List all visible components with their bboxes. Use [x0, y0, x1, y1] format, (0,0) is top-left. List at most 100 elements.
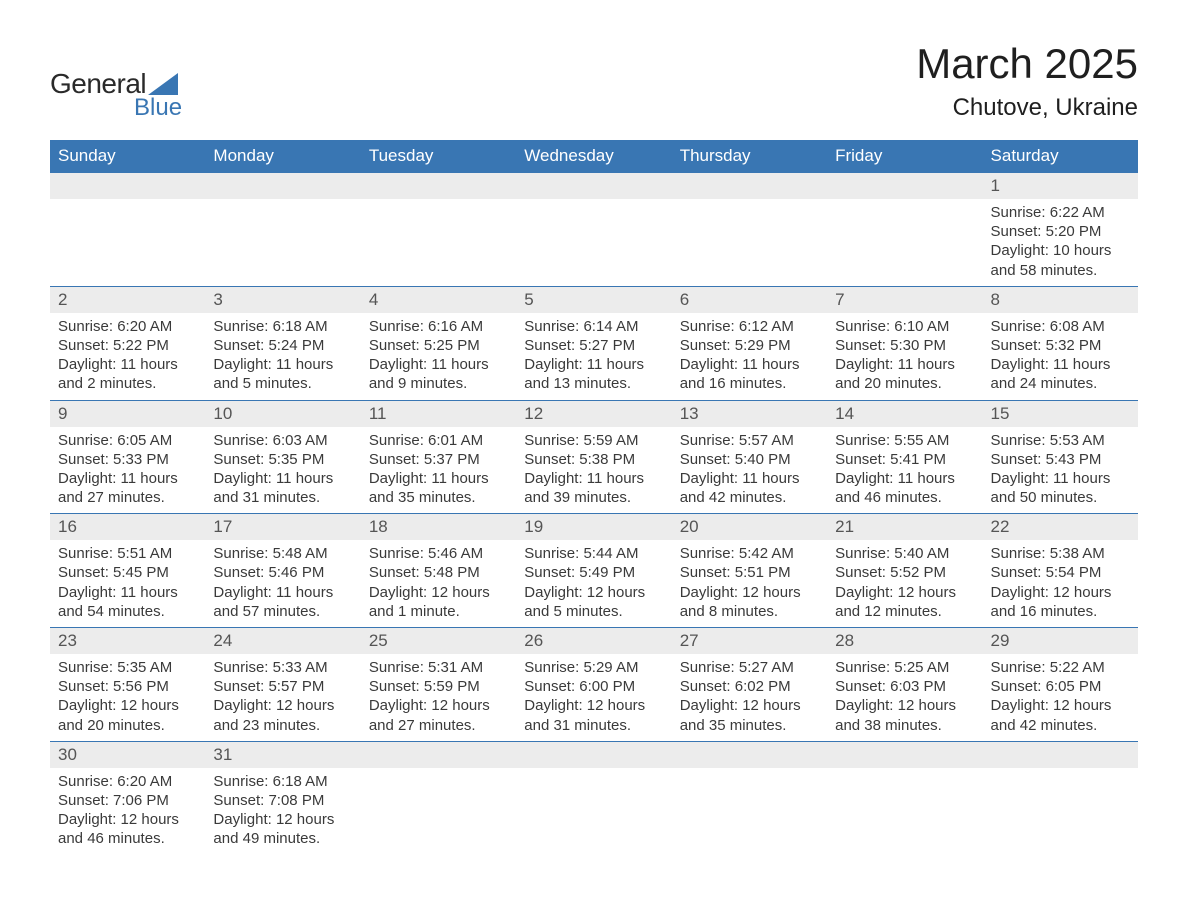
day-body: Sunrise: 5:25 AMSunset: 6:03 PMDaylight:… — [827, 654, 982, 741]
day-number: 15 — [983, 401, 1138, 427]
calendar-cell — [672, 741, 827, 854]
day-number: 6 — [672, 287, 827, 313]
daylight-line: Daylight: 12 hours and 1 minute. — [369, 583, 508, 621]
sunrise-line: Sunrise: 5:22 AM — [991, 658, 1130, 677]
sunrise-line: Sunrise: 5:57 AM — [680, 431, 819, 450]
calendar-cell: 15Sunrise: 5:53 AMSunset: 5:43 PMDayligh… — [983, 400, 1138, 514]
calendar-cell: 6Sunrise: 6:12 AMSunset: 5:29 PMDaylight… — [672, 286, 827, 400]
day-body: Sunrise: 6:10 AMSunset: 5:30 PMDaylight:… — [827, 313, 982, 400]
day-body: Sunrise: 6:22 AMSunset: 5:20 PMDaylight:… — [983, 199, 1138, 286]
sunrise-line: Sunrise: 5:46 AM — [369, 544, 508, 563]
logo-word1: General — [50, 68, 146, 100]
calendar-cell: 30Sunrise: 6:20 AMSunset: 7:06 PMDayligh… — [50, 741, 205, 854]
sunset-line: Sunset: 6:05 PM — [991, 677, 1130, 696]
day-number — [827, 173, 982, 199]
daylight-line: Daylight: 11 hours and 31 minutes. — [213, 469, 352, 507]
calendar-cell: 19Sunrise: 5:44 AMSunset: 5:49 PMDayligh… — [516, 514, 671, 628]
daylight-line: Daylight: 12 hours and 27 minutes. — [369, 696, 508, 734]
daylight-line: Daylight: 11 hours and 46 minutes. — [835, 469, 974, 507]
day-body — [827, 199, 982, 277]
daylight-line: Daylight: 12 hours and 35 minutes. — [680, 696, 819, 734]
day-body: Sunrise: 5:35 AMSunset: 5:56 PMDaylight:… — [50, 654, 205, 741]
sunset-line: Sunset: 5:52 PM — [835, 563, 974, 582]
sunset-line: Sunset: 5:43 PM — [991, 450, 1130, 469]
sunrise-line: Sunrise: 6:05 AM — [58, 431, 197, 450]
calendar-cell: 28Sunrise: 5:25 AMSunset: 6:03 PMDayligh… — [827, 628, 982, 742]
logo: General Blue — [50, 68, 182, 122]
weekday-header: Monday — [205, 140, 360, 173]
sunrise-line: Sunrise: 6:03 AM — [213, 431, 352, 450]
logo-word2: Blue — [134, 94, 182, 122]
calendar-cell: 22Sunrise: 5:38 AMSunset: 5:54 PMDayligh… — [983, 514, 1138, 628]
day-body: Sunrise: 5:27 AMSunset: 6:02 PMDaylight:… — [672, 654, 827, 741]
day-body — [50, 199, 205, 277]
day-number: 10 — [205, 401, 360, 427]
calendar-cell: 17Sunrise: 5:48 AMSunset: 5:46 PMDayligh… — [205, 514, 360, 628]
day-number: 2 — [50, 287, 205, 313]
day-number: 16 — [50, 514, 205, 540]
sunrise-line: Sunrise: 5:35 AM — [58, 658, 197, 677]
calendar-cell: 20Sunrise: 5:42 AMSunset: 5:51 PMDayligh… — [672, 514, 827, 628]
daylight-line: Daylight: 11 hours and 35 minutes. — [369, 469, 508, 507]
day-number — [50, 173, 205, 199]
day-body: Sunrise: 6:14 AMSunset: 5:27 PMDaylight:… — [516, 313, 671, 400]
day-number: 20 — [672, 514, 827, 540]
daylight-line: Daylight: 12 hours and 8 minutes. — [680, 583, 819, 621]
day-number: 27 — [672, 628, 827, 654]
calendar-row: 1Sunrise: 6:22 AMSunset: 5:20 PMDaylight… — [50, 173, 1138, 287]
daylight-line: Daylight: 11 hours and 39 minutes. — [524, 469, 663, 507]
sunrise-line: Sunrise: 6:20 AM — [58, 772, 197, 791]
daylight-line: Daylight: 11 hours and 5 minutes. — [213, 355, 352, 393]
sunset-line: Sunset: 5:40 PM — [680, 450, 819, 469]
daylight-line: Daylight: 12 hours and 5 minutes. — [524, 583, 663, 621]
day-number: 29 — [983, 628, 1138, 654]
calendar-cell: 13Sunrise: 5:57 AMSunset: 5:40 PMDayligh… — [672, 400, 827, 514]
calendar-cell: 24Sunrise: 5:33 AMSunset: 5:57 PMDayligh… — [205, 628, 360, 742]
daylight-line: Daylight: 12 hours and 31 minutes. — [524, 696, 663, 734]
day-body: Sunrise: 5:57 AMSunset: 5:40 PMDaylight:… — [672, 427, 827, 514]
day-number — [672, 742, 827, 768]
weekday-header: Saturday — [983, 140, 1138, 173]
sunrise-line: Sunrise: 5:59 AM — [524, 431, 663, 450]
day-number: 17 — [205, 514, 360, 540]
calendar-cell: 23Sunrise: 5:35 AMSunset: 5:56 PMDayligh… — [50, 628, 205, 742]
day-body — [361, 199, 516, 277]
sunrise-line: Sunrise: 5:44 AM — [524, 544, 663, 563]
sunset-line: Sunset: 5:45 PM — [58, 563, 197, 582]
sunrise-line: Sunrise: 6:10 AM — [835, 317, 974, 336]
calendar-row: 2Sunrise: 6:20 AMSunset: 5:22 PMDaylight… — [50, 286, 1138, 400]
sunrise-line: Sunrise: 6:08 AM — [991, 317, 1130, 336]
daylight-line: Daylight: 11 hours and 42 minutes. — [680, 469, 819, 507]
calendar-cell: 18Sunrise: 5:46 AMSunset: 5:48 PMDayligh… — [361, 514, 516, 628]
sunset-line: Sunset: 5:25 PM — [369, 336, 508, 355]
sunrise-line: Sunrise: 6:20 AM — [58, 317, 197, 336]
sunset-line: Sunset: 5:24 PM — [213, 336, 352, 355]
calendar-cell: 7Sunrise: 6:10 AMSunset: 5:30 PMDaylight… — [827, 286, 982, 400]
day-body: Sunrise: 5:55 AMSunset: 5:41 PMDaylight:… — [827, 427, 982, 514]
calendar-cell: 11Sunrise: 6:01 AMSunset: 5:37 PMDayligh… — [361, 400, 516, 514]
day-number: 14 — [827, 401, 982, 427]
weekday-header: Friday — [827, 140, 982, 173]
sunrise-line: Sunrise: 5:25 AM — [835, 658, 974, 677]
calendar-row: 30Sunrise: 6:20 AMSunset: 7:06 PMDayligh… — [50, 741, 1138, 854]
sunset-line: Sunset: 5:32 PM — [991, 336, 1130, 355]
sunrise-line: Sunrise: 5:31 AM — [369, 658, 508, 677]
calendar-cell — [827, 173, 982, 287]
sunrise-line: Sunrise: 5:29 AM — [524, 658, 663, 677]
sunrise-line: Sunrise: 6:18 AM — [213, 772, 352, 791]
sunset-line: Sunset: 5:35 PM — [213, 450, 352, 469]
sunset-line: Sunset: 5:56 PM — [58, 677, 197, 696]
day-body: Sunrise: 6:08 AMSunset: 5:32 PMDaylight:… — [983, 313, 1138, 400]
day-body: Sunrise: 6:01 AMSunset: 5:37 PMDaylight:… — [361, 427, 516, 514]
sunrise-line: Sunrise: 5:33 AM — [213, 658, 352, 677]
daylight-line: Daylight: 11 hours and 50 minutes. — [991, 469, 1130, 507]
sunset-line: Sunset: 5:49 PM — [524, 563, 663, 582]
day-body — [516, 199, 671, 277]
calendar-cell: 31Sunrise: 6:18 AMSunset: 7:08 PMDayligh… — [205, 741, 360, 854]
day-body — [672, 768, 827, 846]
sunset-line: Sunset: 5:54 PM — [991, 563, 1130, 582]
calendar-cell: 9Sunrise: 6:05 AMSunset: 5:33 PMDaylight… — [50, 400, 205, 514]
calendar-cell: 26Sunrise: 5:29 AMSunset: 6:00 PMDayligh… — [516, 628, 671, 742]
day-number: 1 — [983, 173, 1138, 199]
sunset-line: Sunset: 5:51 PM — [680, 563, 819, 582]
